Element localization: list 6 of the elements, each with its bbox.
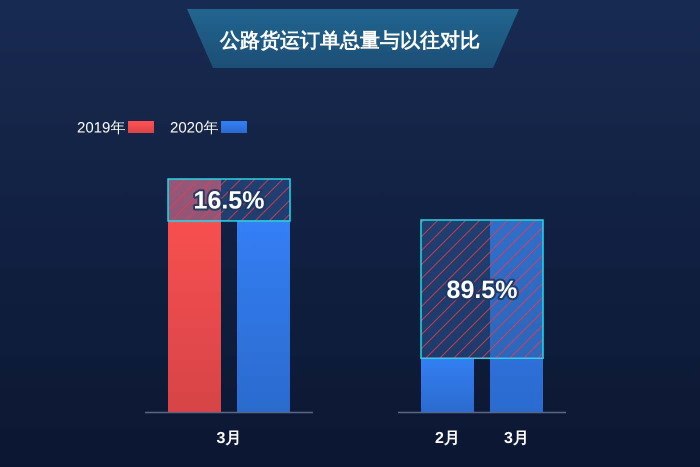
x-tick-label: 3月: [504, 430, 529, 447]
text: 公路货运订单总量与以往对比: [219, 29, 480, 52]
x-tick-label: 3月: [216, 430, 242, 447]
x-tick-label: 2月: [435, 430, 460, 447]
legend-label: 2019年: [77, 119, 126, 136]
legend-label: 2020年: [170, 119, 218, 136]
